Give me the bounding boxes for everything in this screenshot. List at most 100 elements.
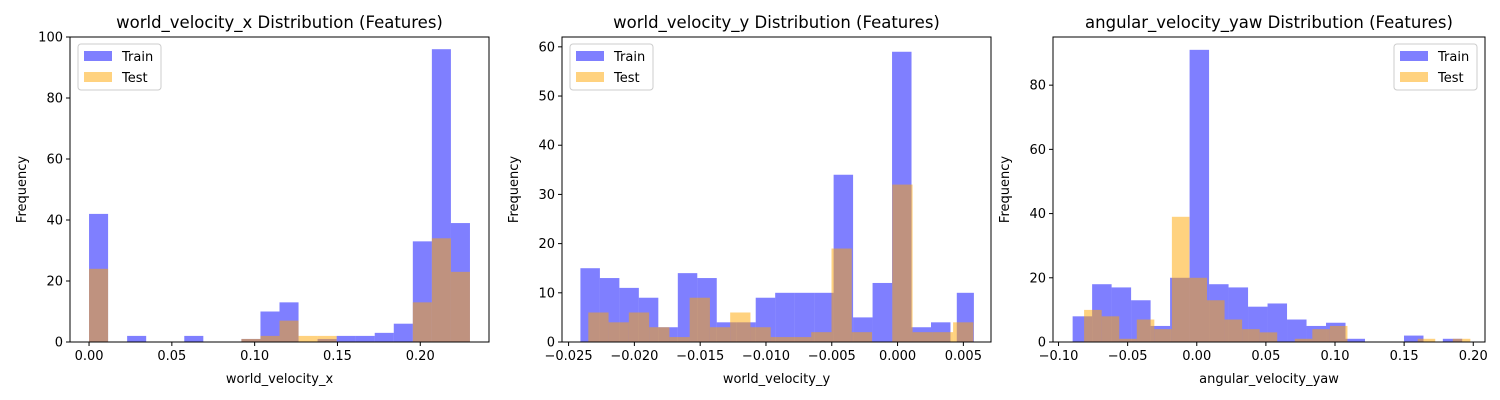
train-bar [1403,335,1424,342]
y-tick-label: 100 [38,31,63,46]
test-bar [279,320,299,342]
bars [1072,49,1471,342]
y-tick-label: 10 [538,286,555,301]
train-bar [355,335,375,342]
x-tick-label: −0.020 [610,349,658,364]
test-bar [588,312,609,342]
train-bar [127,335,147,342]
x-tick-label: 0.10 [240,349,269,364]
train-bar [775,292,795,342]
test-bar [1452,338,1471,342]
test-bar [689,297,710,342]
legend-label-train: Train [613,50,645,65]
train-bar [184,335,204,342]
test-bar [1294,338,1313,342]
test-bar [932,332,954,342]
y-tick-label: 20 [46,275,63,290]
chart-panel-2: −0.025 −0.020 −0.015 −0.010 −0.005 0.000 0.005… [507,13,992,387]
x-tick-label: −0.10 [1039,349,1079,364]
test-bar [1417,338,1436,342]
train-bar [393,323,413,342]
legend: Train Test [569,43,654,91]
y-tick-label: 30 [538,188,555,203]
x-tick-label: 0.000 [879,349,916,364]
y-tick-label: 60 [1029,143,1046,158]
x-tick-label: 0.00 [1182,349,1211,364]
legend: Train Test [1393,43,1478,91]
test-bar [750,327,771,342]
chart-title: angular_velocity_yaw Distribution (Featu… [1085,13,1453,33]
y-tick-label: 0 [55,336,63,351]
test-bar [851,332,873,342]
test-bar [730,312,751,342]
y-tick-label: 20 [1029,271,1046,286]
x-tick-label: 0.005 [945,349,982,364]
y-tick-label: 40 [1029,207,1046,222]
test-bar [669,337,690,342]
test-bar [1171,216,1190,342]
test-bar [412,302,432,342]
test-bar [831,248,852,342]
test-bar [1312,329,1330,342]
legend-swatch-test [576,72,604,82]
test-bar [1259,332,1278,342]
y-tick-label: 60 [538,40,555,55]
y-axis-label: Frequency [15,156,30,223]
test-bar [260,335,280,342]
legend-swatch-train [1400,51,1428,61]
test-bar [912,332,933,342]
test-bar [892,184,913,342]
test-bar [709,327,731,342]
legend-swatch-train [84,51,112,61]
x-tick-label: −0.025 [545,349,593,364]
x-tick-label: −0.010 [742,349,790,364]
legend-swatch-test [84,72,112,82]
train-bar [260,311,280,342]
y-tick-label: 40 [46,214,63,229]
train-bar [814,292,834,342]
test-bar [1154,329,1172,342]
x-axis-label: world_velocity_y [723,372,831,387]
x-tick-label: −0.005 [808,349,856,364]
y-axis-label: Frequency [998,156,1013,223]
y-tick-label: 80 [46,92,63,107]
x-tick-label: 0.00 [75,349,104,364]
train-bar [1345,338,1366,342]
legend-label-train: Train [1437,50,1469,65]
test-bar [241,338,261,342]
chart-title: world_velocity_y Distribution (Features) [613,13,940,33]
axes-frame [1052,36,1486,343]
axes-frame [561,36,992,343]
y-tick-label: 40 [538,139,555,154]
test-bar [608,322,629,342]
train-bar [1189,49,1210,342]
y-tick-label: 50 [538,90,555,105]
test-bar [811,332,832,342]
test-bar [89,268,109,342]
y-tick-label: 0 [1038,336,1046,351]
x-tick-label: 0.10 [1321,349,1350,364]
train-bar [336,335,356,342]
test-bar [1189,277,1207,342]
test-bar [770,337,791,342]
x-tick-label: 0.05 [157,349,186,364]
x-axis-label: angular_velocity_yaw [1199,372,1339,387]
legend-label-train: Train [121,50,153,65]
x-tick-label: 0.20 [406,349,435,364]
legend-swatch-test [1400,72,1428,82]
test-bar [1329,325,1348,342]
train-bar [872,282,893,342]
legend: Train Test [77,43,162,91]
test-bar [1242,329,1260,342]
legend-label-test: Test [613,71,640,86]
y-tick-label: 0 [547,336,555,351]
chart-panel-1: 0.00 0.05 0.10 0.15 0.20 0 20 40 60 80 100 world_ve… [15,13,490,387]
train-bar [374,332,394,342]
train-bar [794,292,815,342]
test-bar [1101,316,1120,342]
chart-title: world_velocity_x Distribution (Features) [116,13,443,33]
y-tick-label: 60 [46,153,63,168]
x-tick-label: −0.05 [1108,349,1148,364]
